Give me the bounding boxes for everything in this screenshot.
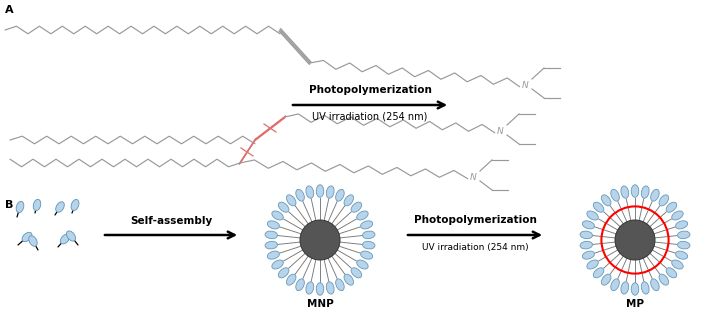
Ellipse shape [582,221,594,229]
Ellipse shape [60,234,69,244]
Text: Self-assembly: Self-assembly [130,216,212,226]
Ellipse shape [278,268,289,278]
Ellipse shape [16,201,24,213]
Ellipse shape [675,251,688,259]
Ellipse shape [587,211,599,220]
Text: N: N [522,80,529,89]
Ellipse shape [326,186,334,198]
Ellipse shape [351,268,362,278]
Ellipse shape [268,221,280,229]
Ellipse shape [666,268,677,278]
Ellipse shape [67,231,75,241]
Ellipse shape [265,231,278,239]
Ellipse shape [335,279,344,291]
Ellipse shape [286,274,296,285]
Ellipse shape [594,268,604,278]
Ellipse shape [594,202,604,212]
Ellipse shape [587,260,599,269]
Ellipse shape [272,260,283,269]
Ellipse shape [641,282,649,294]
Ellipse shape [651,189,659,201]
Ellipse shape [351,202,362,212]
Ellipse shape [316,185,324,197]
Ellipse shape [296,279,304,291]
Text: MP: MP [626,299,644,309]
Ellipse shape [675,221,688,229]
Circle shape [300,220,340,260]
Ellipse shape [362,231,375,239]
Ellipse shape [641,186,649,198]
Circle shape [615,220,655,260]
Ellipse shape [602,195,611,206]
Ellipse shape [631,283,638,295]
Ellipse shape [602,274,611,285]
Ellipse shape [621,186,629,198]
Ellipse shape [672,211,683,220]
Ellipse shape [56,202,64,212]
Ellipse shape [651,279,659,291]
Text: Photopolymerization: Photopolymerization [309,85,432,95]
Ellipse shape [71,199,79,210]
Ellipse shape [580,241,592,249]
Ellipse shape [344,195,354,206]
Ellipse shape [29,236,37,246]
Ellipse shape [611,279,620,291]
Ellipse shape [677,231,690,239]
Ellipse shape [659,274,669,285]
Text: N: N [497,127,504,135]
Text: Photopolymerization: Photopolymerization [414,215,536,225]
Ellipse shape [22,232,32,242]
Ellipse shape [265,241,278,249]
Ellipse shape [335,189,344,201]
Ellipse shape [316,283,324,295]
Ellipse shape [268,251,280,259]
Ellipse shape [286,195,296,206]
Ellipse shape [272,211,283,220]
Text: MNP: MNP [307,299,333,309]
Ellipse shape [362,241,375,249]
Text: UV irradiation (254 nm): UV irradiation (254 nm) [422,243,529,252]
Ellipse shape [356,211,368,220]
Ellipse shape [344,274,354,285]
Ellipse shape [356,260,368,269]
Ellipse shape [659,195,669,206]
Ellipse shape [326,282,334,294]
Text: UV irradiation (254 nm): UV irradiation (254 nm) [312,111,428,121]
Ellipse shape [580,231,592,239]
Ellipse shape [278,202,289,212]
Ellipse shape [33,199,40,211]
Ellipse shape [361,251,372,259]
Ellipse shape [611,189,620,201]
Ellipse shape [361,221,372,229]
Ellipse shape [677,241,690,249]
Ellipse shape [306,282,314,294]
Text: N: N [470,173,476,182]
Ellipse shape [631,185,638,197]
Ellipse shape [306,186,314,198]
Text: A: A [5,5,14,15]
Text: B: B [5,200,13,210]
Ellipse shape [621,282,629,294]
Ellipse shape [672,260,683,269]
Ellipse shape [582,251,594,259]
Ellipse shape [666,202,677,212]
Ellipse shape [296,189,304,201]
